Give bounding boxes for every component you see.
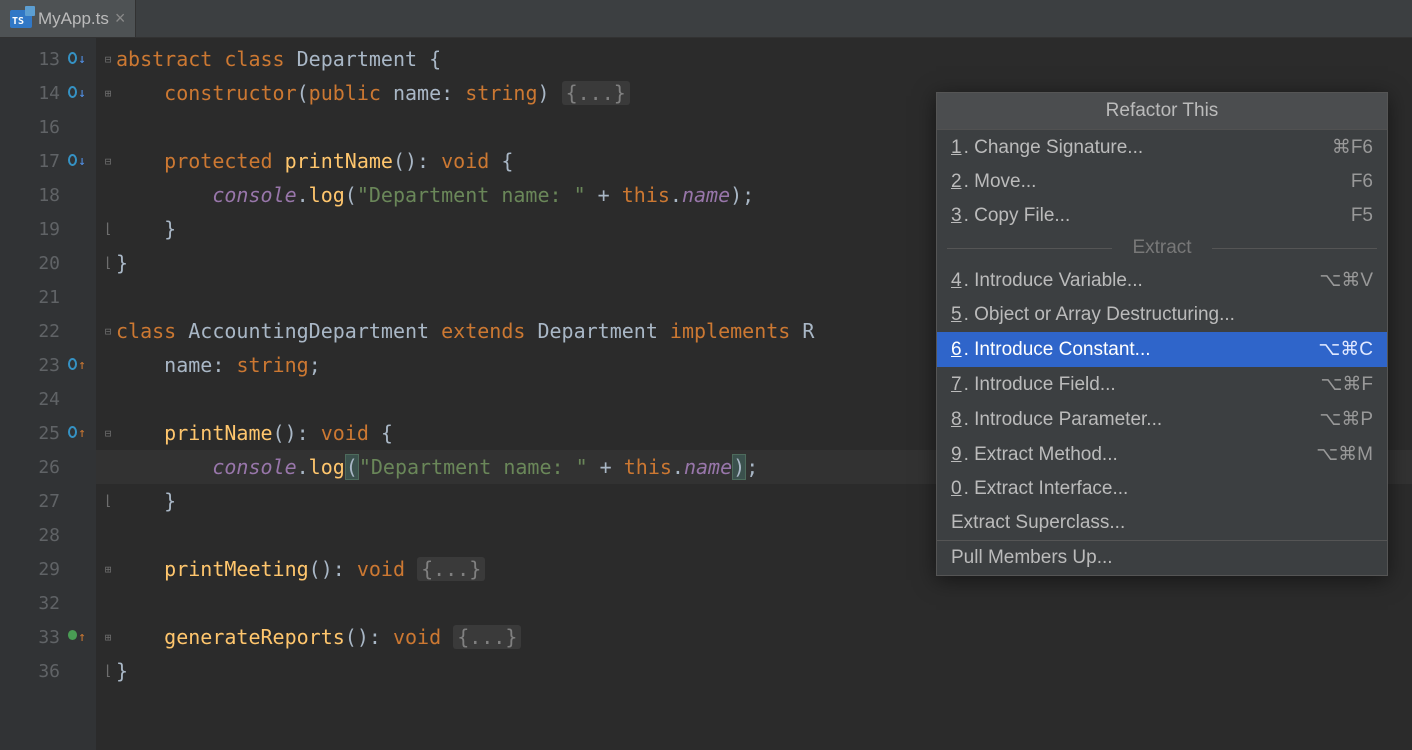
refactor-menu-item[interactable]: 7. Introduce Field...⌥⌘F [937, 367, 1387, 402]
gutter-row: 33 [0, 620, 96, 654]
shortcut-label: ⌥⌘C [1318, 338, 1373, 361]
shortcut-label: ⌥⌘V [1319, 269, 1373, 292]
line-number: 21 [32, 287, 60, 308]
line-number: 29 [32, 559, 60, 580]
line-number: 24 [32, 389, 60, 410]
fold-icon[interactable] [100, 563, 116, 576]
shortcut-label: ⌥⌘F [1320, 373, 1373, 396]
refactor-menu-item[interactable]: 6. Introduce Constant...⌥⌘C [937, 332, 1387, 367]
gutter-row: 24 [0, 382, 96, 416]
gutter-row: 17 [0, 144, 96, 178]
gutter-row: 36 [0, 654, 96, 688]
refactor-menu-item[interactable]: 5. Object or Array Destructuring... [937, 298, 1387, 332]
gutter-row: 32 [0, 586, 96, 620]
refactor-menu-item[interactable]: 2. Move...F6 [937, 165, 1387, 199]
tab-filename: MyApp.ts [38, 9, 109, 29]
refactor-menu-item[interactable]: 4. Introduce Variable...⌥⌘V [937, 263, 1387, 298]
refactor-menu-item[interactable]: 0. Extract Interface... [937, 472, 1387, 506]
fold-icon[interactable] [100, 493, 116, 509]
line-number: 22 [32, 321, 60, 342]
line-number: 13 [32, 49, 60, 70]
line-number: 25 [32, 423, 60, 444]
line-number: 27 [32, 491, 60, 512]
line-number: 19 [32, 219, 60, 240]
fold-icon[interactable] [100, 663, 116, 679]
refactor-popup: Refactor This 1. Change Signature...⌘F62… [936, 92, 1388, 576]
line-number: 28 [32, 525, 60, 546]
shortcut-label: F5 [1351, 205, 1373, 227]
gutter-row: 28 [0, 518, 96, 552]
gutter-row: 14 [0, 76, 96, 110]
gutter-mark[interactable] [68, 52, 86, 67]
refactor-menu-item[interactable]: 8. Introduce Parameter...⌥⌘P [937, 402, 1387, 437]
gutter-row: 25 [0, 416, 96, 450]
fold-icon[interactable] [100, 87, 116, 100]
gutter-row: 19 [0, 212, 96, 246]
fold-icon[interactable] [100, 53, 116, 66]
shortcut-label: F6 [1351, 171, 1373, 193]
fold-icon[interactable] [100, 427, 116, 440]
refactor-menu-item[interactable]: 1. Change Signature...⌘F6 [937, 130, 1387, 165]
fold-icon[interactable] [100, 325, 116, 338]
line-number: 16 [32, 117, 60, 138]
gutter: 13 14 16 17 18 19 20 21 22 23 24 25 26 27 28 29 32 33 36 [0, 38, 96, 750]
line-number: 20 [32, 253, 60, 274]
code-line[interactable]: generateReports(): void {...} [96, 620, 1412, 654]
line-number: 33 [32, 627, 60, 648]
refactor-menu-item[interactable]: 9. Extract Method...⌥⌘M [937, 437, 1387, 472]
gutter-row: 13 [0, 42, 96, 76]
gutter-row: 21 [0, 280, 96, 314]
typescript-icon: TS [10, 10, 32, 28]
line-number: 14 [32, 83, 60, 104]
gutter-row: 23 [0, 348, 96, 382]
gutter-row: 20 [0, 246, 96, 280]
popup-title: Refactor This [937, 93, 1387, 130]
gutter-mark[interactable] [68, 86, 86, 101]
fold-icon[interactable] [100, 155, 116, 168]
code-line[interactable]: abstract class Department { [96, 42, 1412, 76]
line-number: 32 [32, 593, 60, 614]
gutter-row: 18 [0, 178, 96, 212]
fold-icon[interactable] [100, 255, 116, 271]
fold-icon[interactable] [100, 631, 116, 644]
close-icon[interactable]: × [115, 8, 126, 29]
code-line[interactable]: } [96, 654, 1412, 688]
file-tab[interactable]: TS MyApp.ts × [0, 0, 136, 37]
line-number: 23 [32, 355, 60, 376]
shortcut-label: ⌥⌘P [1319, 408, 1373, 431]
fold-icon[interactable] [100, 221, 116, 237]
gutter-row: 26 [0, 450, 96, 484]
line-number: 18 [32, 185, 60, 206]
refactor-menu-item[interactable]: Extract Superclass... [937, 506, 1387, 540]
line-number: 26 [32, 457, 60, 478]
gutter-mark[interactable] [68, 154, 86, 169]
gutter-row: 22 [0, 314, 96, 348]
refactor-menu-item[interactable]: Pull Members Up... [937, 541, 1387, 575]
line-number: 17 [32, 151, 60, 172]
tab-bar: TS MyApp.ts × [0, 0, 1412, 38]
gutter-mark[interactable] [68, 358, 86, 373]
gutter-mark[interactable] [68, 630, 86, 645]
gutter-mark[interactable] [68, 426, 86, 441]
gutter-row: 16 [0, 110, 96, 144]
popup-section-header: Extract [937, 233, 1387, 263]
shortcut-label: ⌘F6 [1332, 136, 1373, 159]
refactor-menu-item[interactable]: 3. Copy File...F5 [937, 199, 1387, 233]
code-line[interactable] [96, 586, 1412, 620]
gutter-row: 29 [0, 552, 96, 586]
line-number: 36 [32, 661, 60, 682]
shortcut-label: ⌥⌘M [1316, 443, 1373, 466]
gutter-row: 27 [0, 484, 96, 518]
